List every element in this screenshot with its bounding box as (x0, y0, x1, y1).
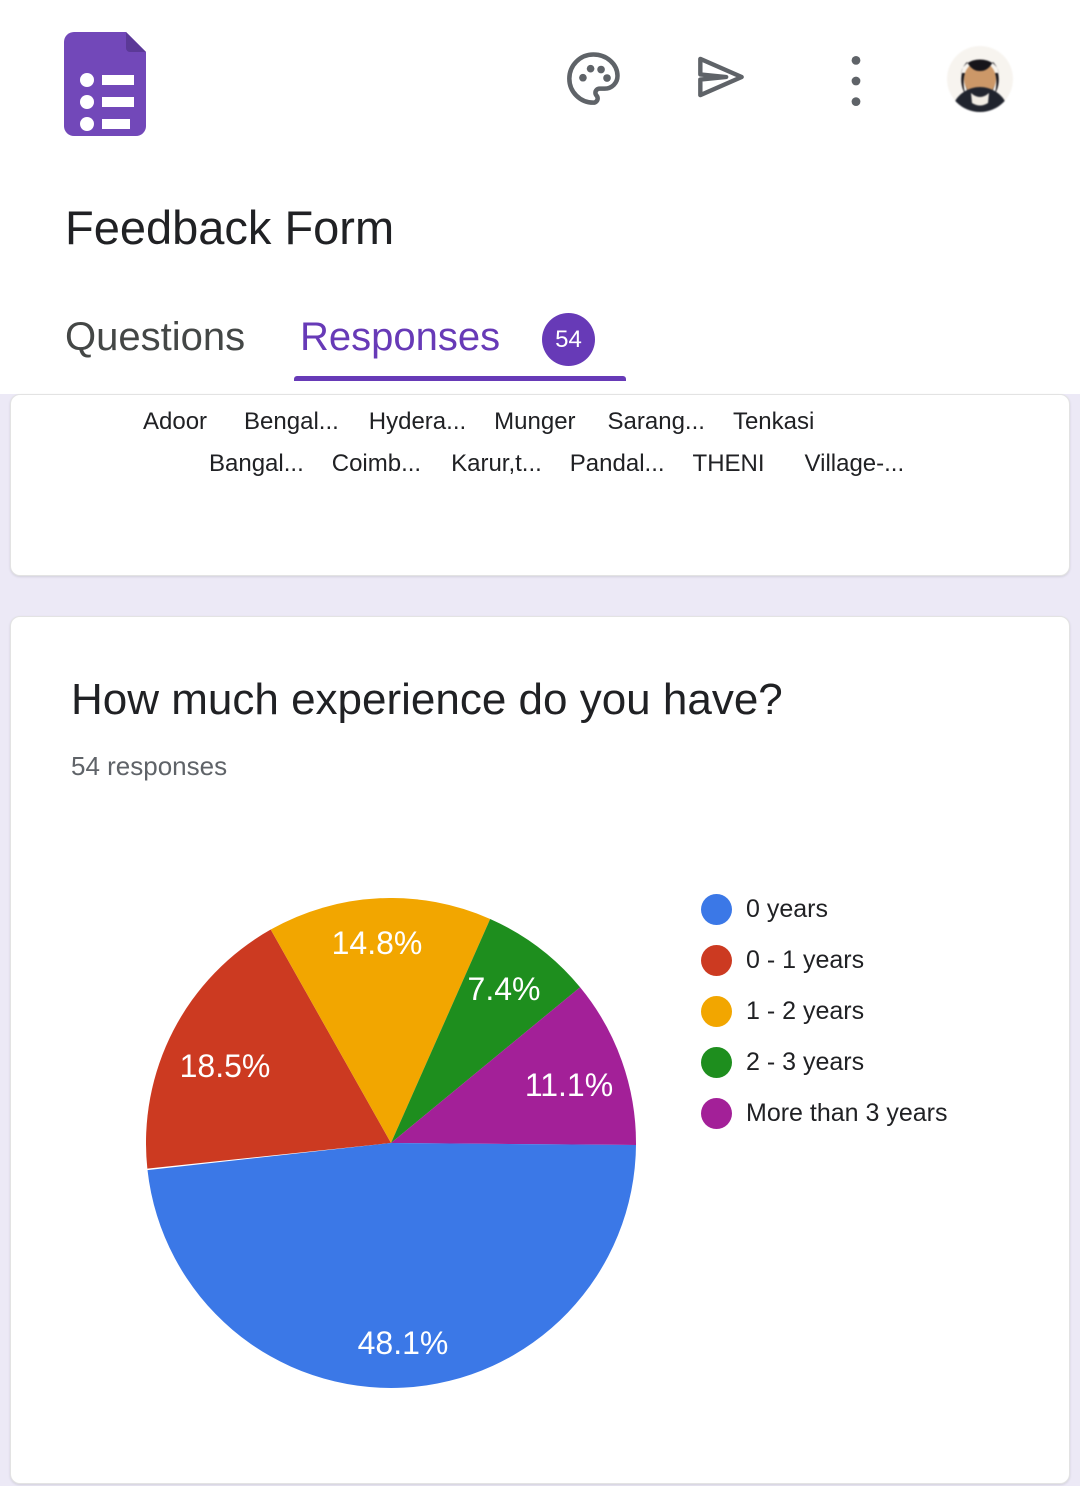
svg-text:48.1%: 48.1% (358, 1325, 449, 1361)
svg-text:11.1%: 11.1% (525, 1067, 613, 1103)
svg-text:7.4%: 7.4% (468, 971, 541, 1007)
svg-text:18.5%: 18.5% (180, 1048, 271, 1084)
svg-text:14.8%: 14.8% (332, 925, 423, 961)
